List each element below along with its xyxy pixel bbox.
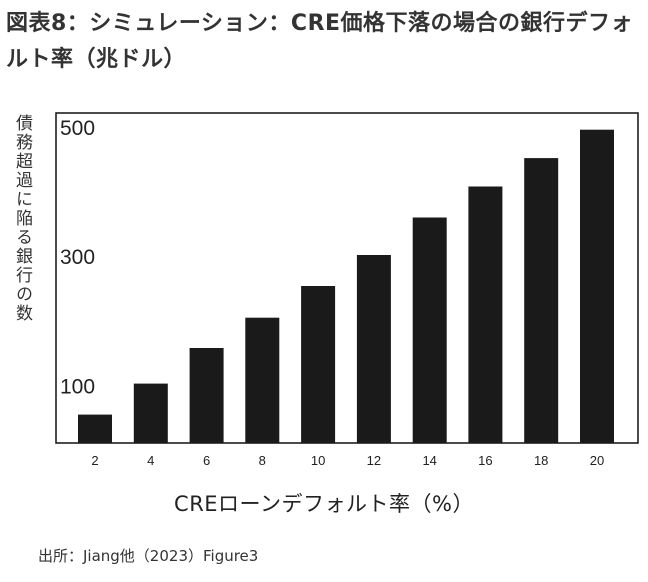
- y-tick-label: 300: [60, 246, 95, 269]
- x-tick-label: 16: [478, 453, 492, 468]
- x-tick-label: 4: [147, 453, 154, 468]
- x-tick-label: 14: [422, 453, 436, 468]
- bar-6: [189, 348, 224, 443]
- bar-16: [468, 186, 503, 443]
- y-axis-label: 債務超過に陥る銀行の数: [12, 114, 32, 323]
- x-tick-label: 8: [259, 453, 266, 468]
- plot-frame: [55, 112, 639, 444]
- x-tick-labels: 2 4 6 8 10 12 14 16 18 20: [91, 453, 604, 468]
- x-tick-label: 10: [311, 453, 325, 468]
- x-axis-label: CREローンデフォルト率（%）: [174, 492, 474, 516]
- x-tick-label: 2: [91, 453, 98, 468]
- chart-title: 図表8：シミュレーション：CRE価格下落の場合の銀行デフォルト率（兆ドル）: [6, 11, 634, 72]
- source-note: 出所：Jiang他（2023）Figure3: [38, 547, 259, 565]
- bars-group: [78, 129, 614, 443]
- bar-20: [580, 129, 614, 443]
- y-tick-label: 500: [60, 117, 95, 140]
- x-tick-label: 18: [534, 453, 548, 468]
- bar-10: [301, 286, 336, 443]
- x-tick-label: 6: [203, 453, 210, 468]
- y-tick-labels: 100 300 500: [60, 117, 95, 398]
- bar-8: [245, 317, 280, 443]
- x-tick-label: 20: [590, 453, 604, 468]
- bar-12: [356, 255, 391, 443]
- bar-18: [524, 158, 559, 443]
- bar-4: [133, 383, 168, 443]
- bar-2: [78, 414, 112, 443]
- x-tick-label: 12: [367, 453, 381, 468]
- bar-14: [412, 217, 447, 443]
- y-tick-label: 100: [60, 375, 95, 398]
